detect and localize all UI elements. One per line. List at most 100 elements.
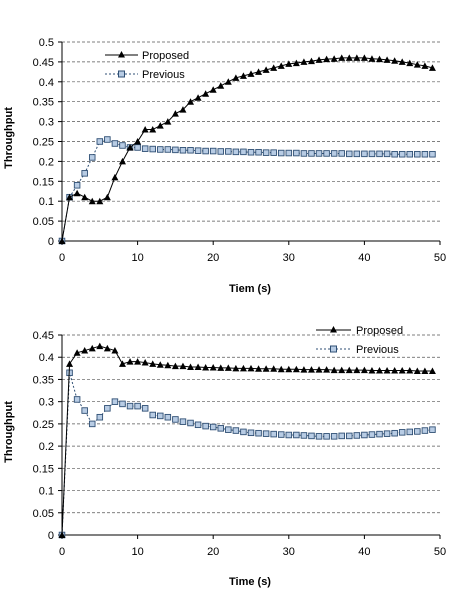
data-point-previous: [209, 423, 217, 431]
y-tick-label: 0.1: [39, 196, 54, 208]
data-point-previous: [88, 420, 96, 428]
data-point-proposed: [383, 56, 391, 63]
data-point-previous: [270, 430, 277, 438]
data-point-previous: [149, 411, 156, 419]
data-point-previous: [315, 433, 323, 440]
data-point-proposed: [428, 367, 436, 374]
data-point-proposed: [156, 122, 164, 129]
data-point-proposed: [330, 366, 338, 374]
data-point-proposed: [376, 367, 384, 374]
data-point-previous: [119, 400, 126, 408]
chart-2-gridlines: [62, 334, 440, 514]
y-tick-label: 0.45: [33, 57, 54, 69]
data-point-proposed: [398, 367, 406, 374]
data-point-previous: [217, 148, 225, 155]
data-point-previous: [338, 432, 345, 440]
data-point-previous: [232, 427, 240, 434]
data-point-proposed: [58, 531, 66, 538]
legend-proposed-triangle-icon: [118, 51, 125, 58]
chart-2-legend: Proposed Previous: [316, 325, 403, 356]
data-point-proposed: [421, 62, 429, 69]
data-point-proposed: [73, 349, 81, 356]
data-point-previous: [308, 432, 315, 440]
data-point-proposed: [323, 366, 331, 373]
data-point-proposed: [255, 68, 263, 75]
chart-1: 0 0.05 0.1 0.15 0.2 0.25 0.3 0.35 0.4 0.45 0.5 0 10…: [3, 37, 446, 295]
data-point-proposed: [353, 54, 361, 61]
x-tick-label: 50: [434, 546, 446, 558]
data-point-previous: [361, 431, 368, 439]
data-point-proposed: [398, 58, 406, 65]
chart-1-x-tick-labels: 0 10 20 30 40 50: [59, 252, 446, 264]
data-point-proposed: [209, 86, 217, 93]
data-point-previous: [149, 145, 156, 153]
data-point-proposed: [194, 363, 202, 370]
data-point-previous: [179, 147, 187, 154]
data-point-previous: [141, 145, 149, 152]
data-point-previous: [338, 150, 345, 157]
legend-previous-square-icon: [330, 345, 337, 353]
chart-2: 0 0.05 0.1 0.15 0.2 0.25 0.3 0.35 0.4 0.45 0 10 20 3…: [3, 325, 446, 588]
y-tick-label: 0.35: [33, 374, 54, 386]
data-point-previous: [330, 150, 338, 157]
data-point-proposed: [171, 110, 179, 117]
data-point-proposed: [345, 366, 353, 374]
data-point-previous: [240, 428, 247, 436]
data-point-previous: [391, 150, 398, 158]
legend-proposed-label: Proposed: [142, 50, 189, 62]
data-point-proposed: [239, 364, 247, 372]
data-point-previous: [421, 427, 429, 434]
data-point-previous: [104, 136, 111, 143]
data-point-previous: [187, 147, 194, 154]
data-point-previous: [172, 146, 179, 154]
data-point-previous: [421, 150, 429, 158]
data-point-previous: [406, 150, 414, 158]
data-point-proposed: [103, 193, 111, 201]
data-point-proposed: [368, 55, 376, 62]
data-point-proposed: [292, 365, 300, 373]
legend-previous-square-icon: [118, 70, 125, 78]
data-point-previous: [293, 149, 300, 157]
data-point-proposed: [270, 64, 278, 71]
data-point-proposed: [413, 367, 421, 374]
data-point-proposed: [406, 59, 414, 67]
data-point-proposed: [73, 189, 81, 197]
data-point-proposed: [217, 82, 225, 89]
data-point-proposed: [187, 363, 195, 370]
data-point-proposed: [338, 366, 346, 374]
data-point-previous: [104, 405, 111, 412]
y-tick-label: 0.25: [33, 137, 54, 149]
data-point-previous: [217, 425, 225, 432]
data-point-proposed: [164, 118, 172, 125]
data-point-proposed: [360, 54, 368, 61]
data-point-proposed: [134, 358, 142, 365]
data-point-previous: [134, 144, 141, 151]
x-tick-label: 0: [59, 252, 65, 264]
data-point-previous: [383, 150, 391, 158]
data-point-proposed: [262, 66, 270, 73]
data-point-proposed: [323, 55, 331, 63]
y-tick-label: 0.3: [39, 397, 54, 409]
data-point-previous: [240, 148, 247, 156]
data-point-previous: [111, 398, 119, 405]
data-point-previous: [308, 150, 315, 157]
chart-2-ylabel: Throughput: [3, 401, 15, 463]
data-point-proposed: [141, 359, 149, 366]
y-tick-label: 0: [48, 236, 54, 248]
chart-1-y-tick-labels: 0 0.05 0.1 0.15 0.2 0.25 0.3 0.35 0.4 0.45 0.5: [33, 37, 54, 248]
data-point-proposed: [315, 366, 323, 373]
data-point-proposed: [66, 360, 74, 367]
data-point-proposed: [285, 60, 293, 67]
data-point-proposed: [96, 342, 104, 350]
data-point-previous: [157, 146, 164, 153]
x-tick-label: 40: [358, 546, 370, 558]
y-tick-label: 0.3: [39, 117, 54, 129]
data-point-proposed: [292, 59, 300, 67]
data-point-proposed: [421, 367, 429, 374]
data-point-previous: [368, 150, 376, 158]
data-point-proposed: [66, 193, 74, 201]
data-point-previous: [406, 428, 414, 436]
data-point-previous: [429, 426, 436, 433]
data-point-previous: [126, 402, 134, 410]
